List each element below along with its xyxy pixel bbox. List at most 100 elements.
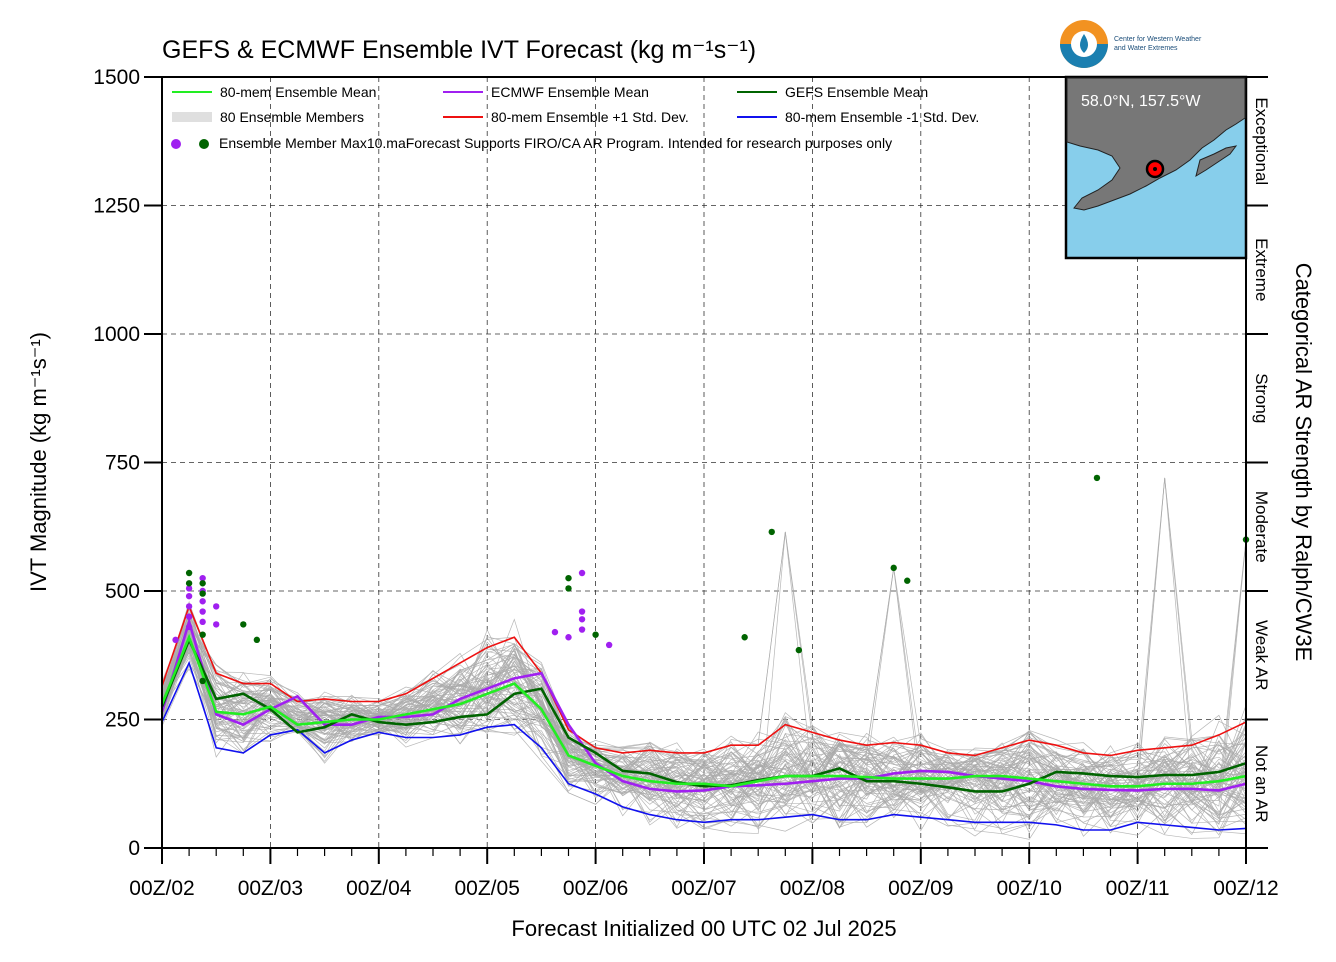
x-axis-label: Forecast Initialized 00 UTC 02 Jul 2025 [511,916,896,941]
x-tick-label: 00Z/04 [346,877,412,900]
max-points [172,474,1250,685]
water-drop-icon [1080,34,1088,53]
ecmwf-max-point [551,628,559,636]
legend-swatch-ecmwf-max [171,139,181,149]
series-line-ecmwf [160,617,1247,793]
y-tick-label: 250 [105,709,140,732]
ecmwf-max-point [199,608,206,615]
ecmwf-max-point [578,569,586,577]
x-tick-label: 00Z/08 [780,877,845,900]
ecmwf-max-point [185,623,193,631]
inset-location-label: 58.0°N, 157.5°W [1081,93,1201,110]
ensemble-member-line [161,539,1247,821]
logo-line-1: Center for Western Weather [1114,36,1202,43]
gefs-max-point [768,528,775,536]
gefs-max-point [199,677,206,685]
legend-ecmwf-mean: ECMWF Ensemble Mean [491,84,649,100]
series-line-minus-sd [161,660,1247,831]
ensemble-member-line [161,615,1247,793]
ar-category-axis: Not an AR Weak AR Moderate Strong Extreme Exc… [1246,76,1271,849]
ensemble-member-line [161,629,1247,783]
ecmwf-max-point [565,634,572,641]
gefs-max-point [199,631,206,638]
x-tick-label: 00Z/10 [997,877,1062,900]
ensemble-member-line [161,531,1247,840]
y-tick-label: 1000 [93,323,140,346]
ensemble-member-line [161,630,1247,792]
inset-island [1195,145,1238,178]
x-tick-label: 00Z/11 [1106,877,1170,900]
ecmwf-max-point [185,585,193,592]
y-tick-label: 750 [105,452,140,475]
ensemble-member-line [161,638,1247,828]
gefs-max-point [741,634,748,641]
y-axis-ticks: 0 250 500 750 1000 1250 1500 [93,66,162,860]
y-tick-label: 0 [128,837,140,860]
x-tick-label: 00Z/06 [563,877,628,900]
x-tick-label: 00Z/02 [129,877,194,900]
ecmwf-max-point [185,603,193,610]
ensemble-member-line [161,629,1247,790]
ensemble-member-line [161,644,1247,813]
ecmwf-max-point [213,603,220,610]
ensemble-member-line [161,619,1247,812]
x-tick-label: 00Z/03 [238,877,303,900]
legend-minus-sd: 80-mem Ensemble -1 Std. Dev. [785,109,979,125]
ecmwf-max-point [578,616,586,623]
location-inset-map: 58.0°N, 157.5°W [1064,75,1248,260]
legend-max-note: Ensemble Member Max10.maForecast Support… [219,135,892,151]
ensemble-member-line [161,636,1247,784]
ecmwf-max-point [185,613,193,620]
x-tick-label: 00Z/09 [888,877,953,900]
gefs-max-point [185,569,193,577]
cw3e-logo: Center for Western Weather and Water Ext… [1060,20,1202,68]
category-label: Strong [1252,373,1271,423]
gefs-max-point [904,577,911,584]
ecmwf-max-point [172,636,179,644]
chart-title: GEFS & ECMWF Ensemble IVT Forecast (kg m… [162,36,756,64]
x-tick-label: 00Z/12 [1213,877,1278,900]
y-tick-label: 500 [105,580,140,603]
gefs-max-point [1093,474,1101,482]
ecmwf-max-point [578,626,586,633]
y-tick-label: 1500 [93,66,140,89]
legend: 80-mem Ensemble Mean ECMWF Ensemble Mean… [171,84,979,151]
ecmwf-max-point [605,641,613,649]
gefs-max-point [253,636,261,644]
category-label: Weak AR [1252,620,1271,691]
gefs-max-point [592,631,599,638]
x-tick-label: 00Z/05 [455,877,520,900]
gefs-max-point [565,574,572,582]
ensemble-member-line [161,627,1247,834]
y-tick-label: 1250 [93,195,140,218]
logo-line-2: and Water Extremes [1114,45,1178,52]
category-axis-title: Categorical AR Strength by Ralph/CW3E [1291,263,1316,662]
x-tick-label: 00Z/07 [671,877,736,900]
ecmwf-max-point [199,618,206,626]
ecmwf-max-point [185,592,193,600]
legend-swatch-members [172,112,212,122]
ensemble-member-line [161,625,1247,835]
ensemble-member-line [161,603,1247,787]
ensemble-member-line [161,531,1247,801]
legend-gefs-mean: GEFS Ensemble Mean [785,84,928,100]
gefs-max-point [795,646,803,654]
series-line-ens-mean [160,633,1247,788]
category-label: Moderate [1252,491,1271,563]
gefs-max-point [199,590,206,597]
legend-plus-sd: 80-mem Ensemble +1 Std. Dev. [491,109,689,125]
legend-members: 80 Ensemble Members [220,109,364,125]
category-label: Exceptional [1252,97,1271,185]
series-line-gefs [160,636,1247,793]
ensemble-member-line [161,635,1247,834]
series-lines [160,604,1247,831]
category-label: Not an AR [1252,745,1271,823]
legend-ens-mean: 80-mem Ensemble Mean [220,84,376,100]
gefs-max-point [565,585,572,592]
ecmwf-max-point [213,621,220,628]
ecmwf-max-point [199,598,206,605]
gefs-max-point [199,580,206,587]
gefs-max-point [240,621,247,628]
ensemble-member-line [161,636,1247,817]
